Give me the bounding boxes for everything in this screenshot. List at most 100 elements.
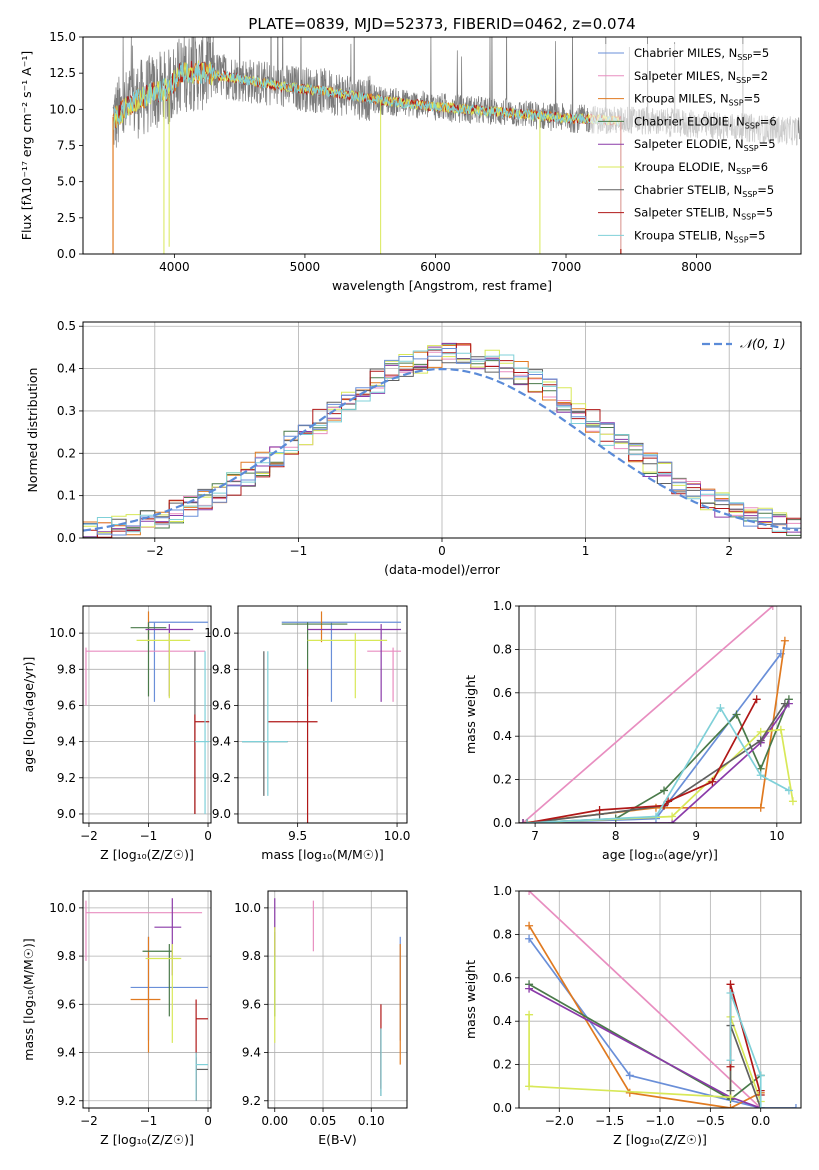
legend-entry: Chabrier MILES, NSSP=5 <box>634 46 769 62</box>
age_vs_mass-frame <box>237 605 408 824</box>
legend-entry: Kroupa STELIB, NSSP=5 <box>634 228 765 244</box>
x-axis-label: E(B-V) <box>318 1132 357 1147</box>
y-tick-label: 12.5 <box>49 66 76 80</box>
y-tick-label: 0.2 <box>493 1058 512 1072</box>
y-tick-label: 9.2 <box>212 771 231 785</box>
massweight_vs_age-series <box>519 606 797 823</box>
x-tick-label: 4000 <box>159 260 190 274</box>
y-tick-label: 0.8 <box>493 927 512 941</box>
y-tick-label: 0.4 <box>57 362 76 376</box>
legend-entry: 𝒩(0, 1) <box>740 336 786 351</box>
y-axis-label: mass [log₁₀(M/M☉)] <box>21 938 36 1060</box>
y-tick-label: 9.8 <box>57 949 76 963</box>
massweight_vs_age-frame <box>518 605 802 824</box>
weight-marker <box>708 777 717 786</box>
y-tick-label: 1.0 <box>493 884 512 898</box>
weight-marker <box>726 980 735 989</box>
weight-marker <box>780 636 789 645</box>
y-tick-label: 9.2 <box>242 1094 261 1108</box>
weight-marker <box>788 797 797 806</box>
spectrum-model-line <box>112 61 621 130</box>
massweight_vs_Z-axes: −2.0 −1.5 −1.0 −0.5 0.0 0.0 0.2 0.4 0.6 0.8 1.0 Z [… <box>463 884 801 1147</box>
weight-line <box>528 983 762 1101</box>
y-tick-label: 9.4 <box>212 735 231 749</box>
weight-marker <box>768 606 777 610</box>
x-tick-label: 8 <box>612 829 620 843</box>
y-tick-label: 0.5 <box>57 319 76 333</box>
y-axis-label: Normed distribution <box>25 368 40 493</box>
y-tick-label: 0.4 <box>493 1014 512 1028</box>
mass_vs_Z-points <box>85 898 209 1101</box>
y-tick-label: 0.3 <box>57 404 76 418</box>
x-tick-label: 0.00 <box>261 1114 288 1128</box>
y-axis-label: mass weight <box>463 675 478 754</box>
x-axis-label: wavelength [Angstrom, rest frame] <box>332 278 552 293</box>
x-tick-label: 10 <box>769 829 784 843</box>
x-tick-label: −2 <box>80 1114 98 1128</box>
y-tick-label: 9.6 <box>57 997 76 1011</box>
y-tick-label: 9.2 <box>57 1094 76 1108</box>
weight-marker <box>756 771 765 780</box>
weight-marker <box>519 819 528 823</box>
weight-marker <box>525 934 534 943</box>
weight-marker <box>756 1071 765 1080</box>
x-tick-label: 0 <box>204 1114 212 1128</box>
weight-marker <box>595 805 604 814</box>
y-tick-label: 0.0 <box>493 816 512 830</box>
x-tick-label: −2.0 <box>545 1114 574 1128</box>
x-tick-label: 0.10 <box>358 1114 385 1128</box>
x-tick-label: 0.05 <box>310 1114 337 1128</box>
weight-line <box>528 891 762 1108</box>
age_vs_mass-points <box>241 611 402 823</box>
y-tick-label: 0.1 <box>57 489 76 503</box>
y-tick-label: 9.6 <box>212 698 231 712</box>
x-tick-label: 7 <box>531 829 539 843</box>
legend-entry: Salpeter ELODIE, NSSP=5 <box>634 137 776 153</box>
weight-line <box>729 992 762 1108</box>
y-tick-label: 10.0 <box>234 901 261 915</box>
y-tick-label: 10.0 <box>49 901 76 915</box>
weight-marker <box>525 984 534 993</box>
weight-marker <box>726 1104 735 1108</box>
mass_vs_Z-frame <box>82 890 212 1109</box>
weight-marker <box>756 736 765 745</box>
y-tick-label: 10.0 <box>49 626 76 640</box>
weight-marker <box>523 819 532 823</box>
weight-line <box>523 703 790 823</box>
y-tick-label: 0.2 <box>493 773 512 787</box>
x-axis-label: (data-model)/error <box>384 562 501 577</box>
weight-marker <box>625 1088 634 1097</box>
weight-marker <box>756 1104 765 1108</box>
weight-marker <box>752 695 761 704</box>
weight-marker <box>625 1071 634 1080</box>
x-tick-label: 8000 <box>681 260 712 274</box>
weight-marker <box>726 1086 735 1095</box>
y-tick-label: 5.0 <box>57 175 76 189</box>
mass_vs_EBV-axes: 0.00 0.05 0.10 9.2 9.4 9.6 9.8 10.0 E(B-V) <box>234 891 407 1147</box>
y-tick-label: 0.2 <box>57 446 76 460</box>
age_vs_Z-frame <box>82 605 212 824</box>
mass_vs_EBV-frame <box>267 890 408 1109</box>
x-axis-label: Z [log₁₀(Z/Z☉)] <box>100 1132 194 1147</box>
x-tick-label: 0 <box>204 829 212 843</box>
y-tick-label: 9.0 <box>212 807 231 821</box>
x-tick-label: 2 <box>725 544 733 558</box>
x-axis-label: Z [log₁₀(Z/Z☉)] <box>100 847 194 862</box>
x-tick-label: 7000 <box>551 260 582 274</box>
y-axis-label: Flux [fλ10⁻¹⁷ erg cm⁻² s⁻¹ A⁻¹] <box>19 51 34 240</box>
weight-marker <box>660 786 669 795</box>
y-axis-label: age [log₁₀(age/yr)] <box>21 657 36 773</box>
x-tick-label: −0.5 <box>696 1114 725 1128</box>
y-tick-label: 0.0 <box>57 531 76 545</box>
y-tick-label: 2.5 <box>57 211 76 225</box>
weight-marker <box>525 921 534 930</box>
legend-entry: Chabrier ELODIE, NSSP=6 <box>634 114 777 130</box>
weight-marker <box>784 786 793 795</box>
weight-marker <box>780 699 789 708</box>
y-tick-label: 0.0 <box>57 247 76 261</box>
weight-marker <box>756 803 765 812</box>
weight-line <box>528 987 761 1108</box>
weight-marker <box>668 812 677 821</box>
x-tick-label: 0 <box>438 544 446 558</box>
